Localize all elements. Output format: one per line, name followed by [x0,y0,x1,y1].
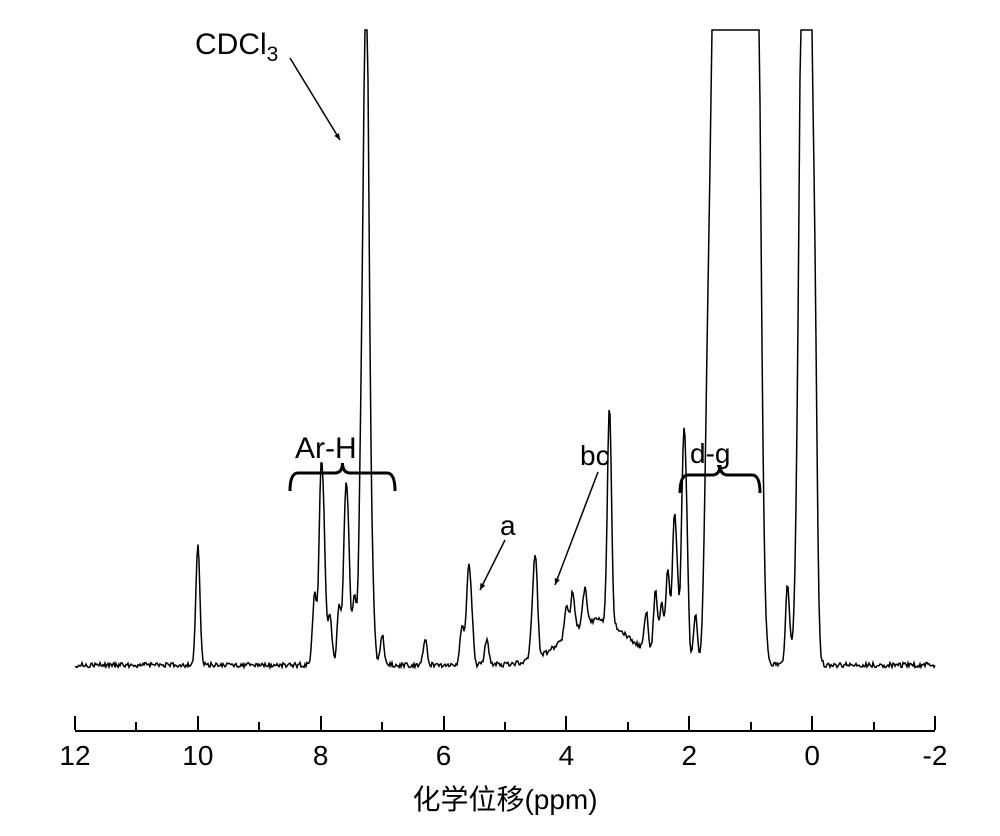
nmr-spectrum-chart: 121086420-2 化学位移(ppm) CDCl3Ar-Habcd-g [0,0,1000,836]
annotation-bracket [0,0,1000,836]
